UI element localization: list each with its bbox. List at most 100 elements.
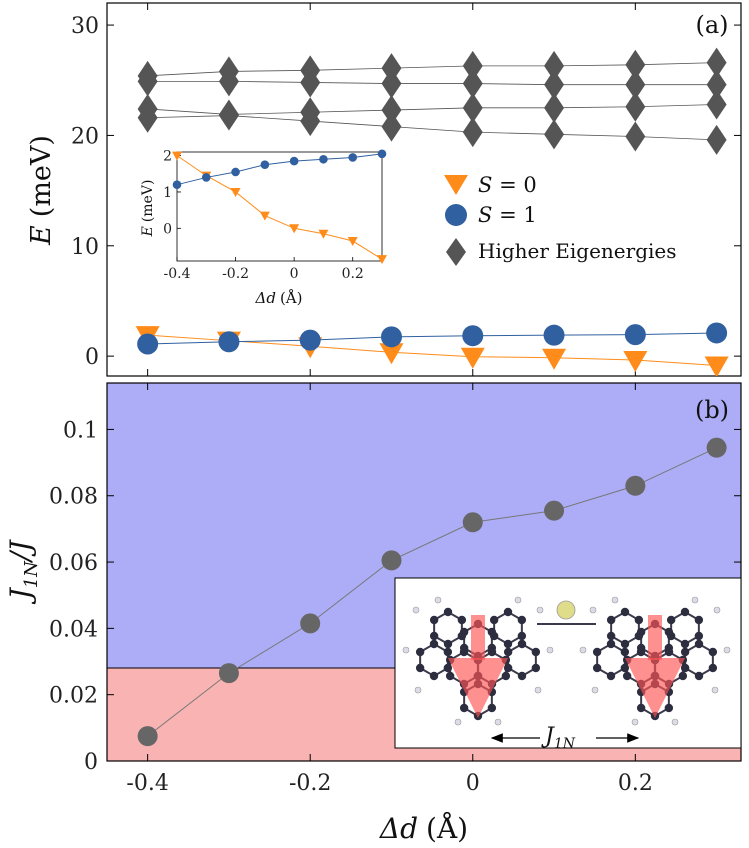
panel-a-y-unit: (meV) (26, 135, 57, 217)
panel-a-x-ticks (147, 3, 636, 376)
panel-a-point-higher (381, 53, 402, 84)
panel-a-point-s0 (460, 347, 485, 369)
panel-a-y-tick-label: 0 (85, 345, 99, 370)
molecule-carbon-atom (664, 703, 674, 713)
panel-a-point-higher (381, 68, 402, 99)
panel-b-point (137, 726, 158, 747)
legend: S = 0 S = 1 Higher Eigenergies (444, 173, 677, 266)
panel-a-point-higher (625, 121, 646, 152)
molecule-carbon-atom (445, 671, 455, 681)
molecule-coupling-label: J1N (541, 724, 576, 752)
panel-a-point-higher (300, 67, 321, 98)
legend-label-s1: S = 1 (478, 203, 537, 227)
panel-b-y-tick-label: 0.08 (49, 485, 98, 510)
panel-b-y-tick-label: 0 (84, 750, 98, 775)
panel-a-point-higher (706, 124, 727, 155)
legend-marker-circle (445, 204, 467, 226)
molecule-carbon-atom (592, 663, 602, 673)
molecule-carbon-atom (517, 671, 527, 681)
panel-a-point-s1 (299, 329, 321, 351)
legend-marker-triangle (444, 175, 468, 195)
molecule-carbon-atom (606, 631, 616, 641)
panel-b-y-tick-label: 0.02 (49, 684, 98, 709)
molecule-hydrogen-atom (494, 718, 502, 726)
inset-point-s1 (260, 160, 270, 170)
inset-point-s1 (172, 180, 182, 189)
panel-a-point-higher (137, 102, 158, 133)
panel-a-point-s0 (623, 350, 648, 372)
panel-b-series-line (147, 447, 717, 737)
molecule-carbon-atom (489, 615, 499, 625)
molecule-carbon-atom (620, 639, 630, 649)
molecule-carbon-atom (443, 607, 453, 617)
molecule-hydrogen-atom (591, 686, 599, 694)
molecule-carbon-atom (487, 703, 497, 713)
molecule-carbon-atom (501, 671, 511, 681)
inset-y-tick-label: 1 (163, 185, 172, 201)
molecule-carbon-atom (622, 671, 632, 681)
panel-b-x-tick-label: 0.2 (618, 771, 653, 796)
molecule-hydrogen-atom (454, 718, 462, 726)
panel-b-x-tick-label: -0.2 (289, 771, 331, 796)
panel-b-point (381, 550, 402, 571)
panel-a-point-higher (218, 66, 239, 97)
molecule-hydrogen-atom (546, 646, 554, 654)
molecule-carbon-atom (620, 647, 630, 657)
molecule-carbon-atom (694, 671, 704, 681)
molecule-carbon-atom (429, 671, 439, 681)
inset-point-s0 (318, 229, 329, 239)
panel-b-point (706, 437, 727, 458)
panel-a-point-higher (706, 89, 727, 120)
panel-a-point-s0 (704, 356, 729, 376)
molecule-carbon-atom (459, 647, 469, 657)
molecule-carbon-atom (680, 647, 690, 657)
panel-b: 0 0.02 0.04 0.06 0.08 0.1 -0.4 -0.2 0 0.2 (b) J1… (4, 382, 742, 845)
panel-a-plot-area (135, 47, 729, 376)
panel-a-point-s0 (379, 343, 404, 365)
panel-b-frame (106, 382, 742, 762)
molecule-carbon-atom (517, 631, 527, 641)
inset-series-line (176, 155, 383, 260)
panel-a-y-tick-label: 20 (71, 124, 99, 149)
legend-entry-higher: Higher Eigenergies (446, 238, 677, 266)
molecule-carbon-atom (620, 663, 630, 673)
panel-a-point-higher (381, 95, 402, 126)
panel-a-point-s1 (137, 333, 159, 355)
molecule-carbon-atom (694, 631, 704, 641)
molecule-carbon-atom (415, 663, 425, 673)
panel-a-point-higher (544, 50, 565, 81)
panel-b-point (218, 663, 239, 684)
panel-b-plot-area (137, 437, 727, 747)
inset-chart: 0 1 2 -0.4 -0.2 0 0.2 E(meV) Δd (Å) (140, 149, 387, 307)
legend-label-s0: S = 0 (478, 173, 537, 197)
inset-series-line (176, 153, 383, 186)
molecule-hydrogen-atom (434, 596, 442, 604)
panel-b-x-tick-label: 0 (466, 771, 480, 796)
panel-a-y-var: E (26, 225, 57, 246)
panel-b-point (300, 613, 321, 634)
molecule-carbon-atom (606, 615, 616, 625)
spin-arrow-shaft (648, 615, 662, 660)
spin-arrow-head (448, 658, 508, 718)
molecule-sulfur-atom (556, 600, 576, 620)
inset-x-axis-label: Δd (Å) (255, 289, 303, 307)
panel-b-point (625, 475, 646, 496)
panel-a-point-s0 (542, 348, 567, 370)
inset-ticks: 0 1 2 -0.4 -0.2 0 0.2 (163, 149, 364, 282)
panel-a-point-higher (462, 68, 483, 99)
molecule-hydrogen-atom (723, 646, 731, 654)
molecule-structure-illustration (402, 596, 731, 726)
inset-point-s1 (377, 149, 387, 159)
panel-a-point-s1 (543, 324, 565, 346)
panel-b-x-axis-label: Δd (Å) (379, 812, 468, 845)
inset-x-tick-label: 0 (290, 266, 299, 282)
molecule-inset: J1N (394, 577, 742, 752)
legend-entry-s1: S = 1 (445, 203, 537, 227)
inset-y-tick-label: 2 (163, 149, 172, 165)
molecule-carbon-atom (606, 671, 616, 681)
molecule-carbon-atom (634, 631, 644, 641)
molecule-hydrogen-atom (514, 596, 522, 604)
molecule-carbon-atom (503, 663, 513, 673)
inset-point-s1 (201, 173, 211, 182)
